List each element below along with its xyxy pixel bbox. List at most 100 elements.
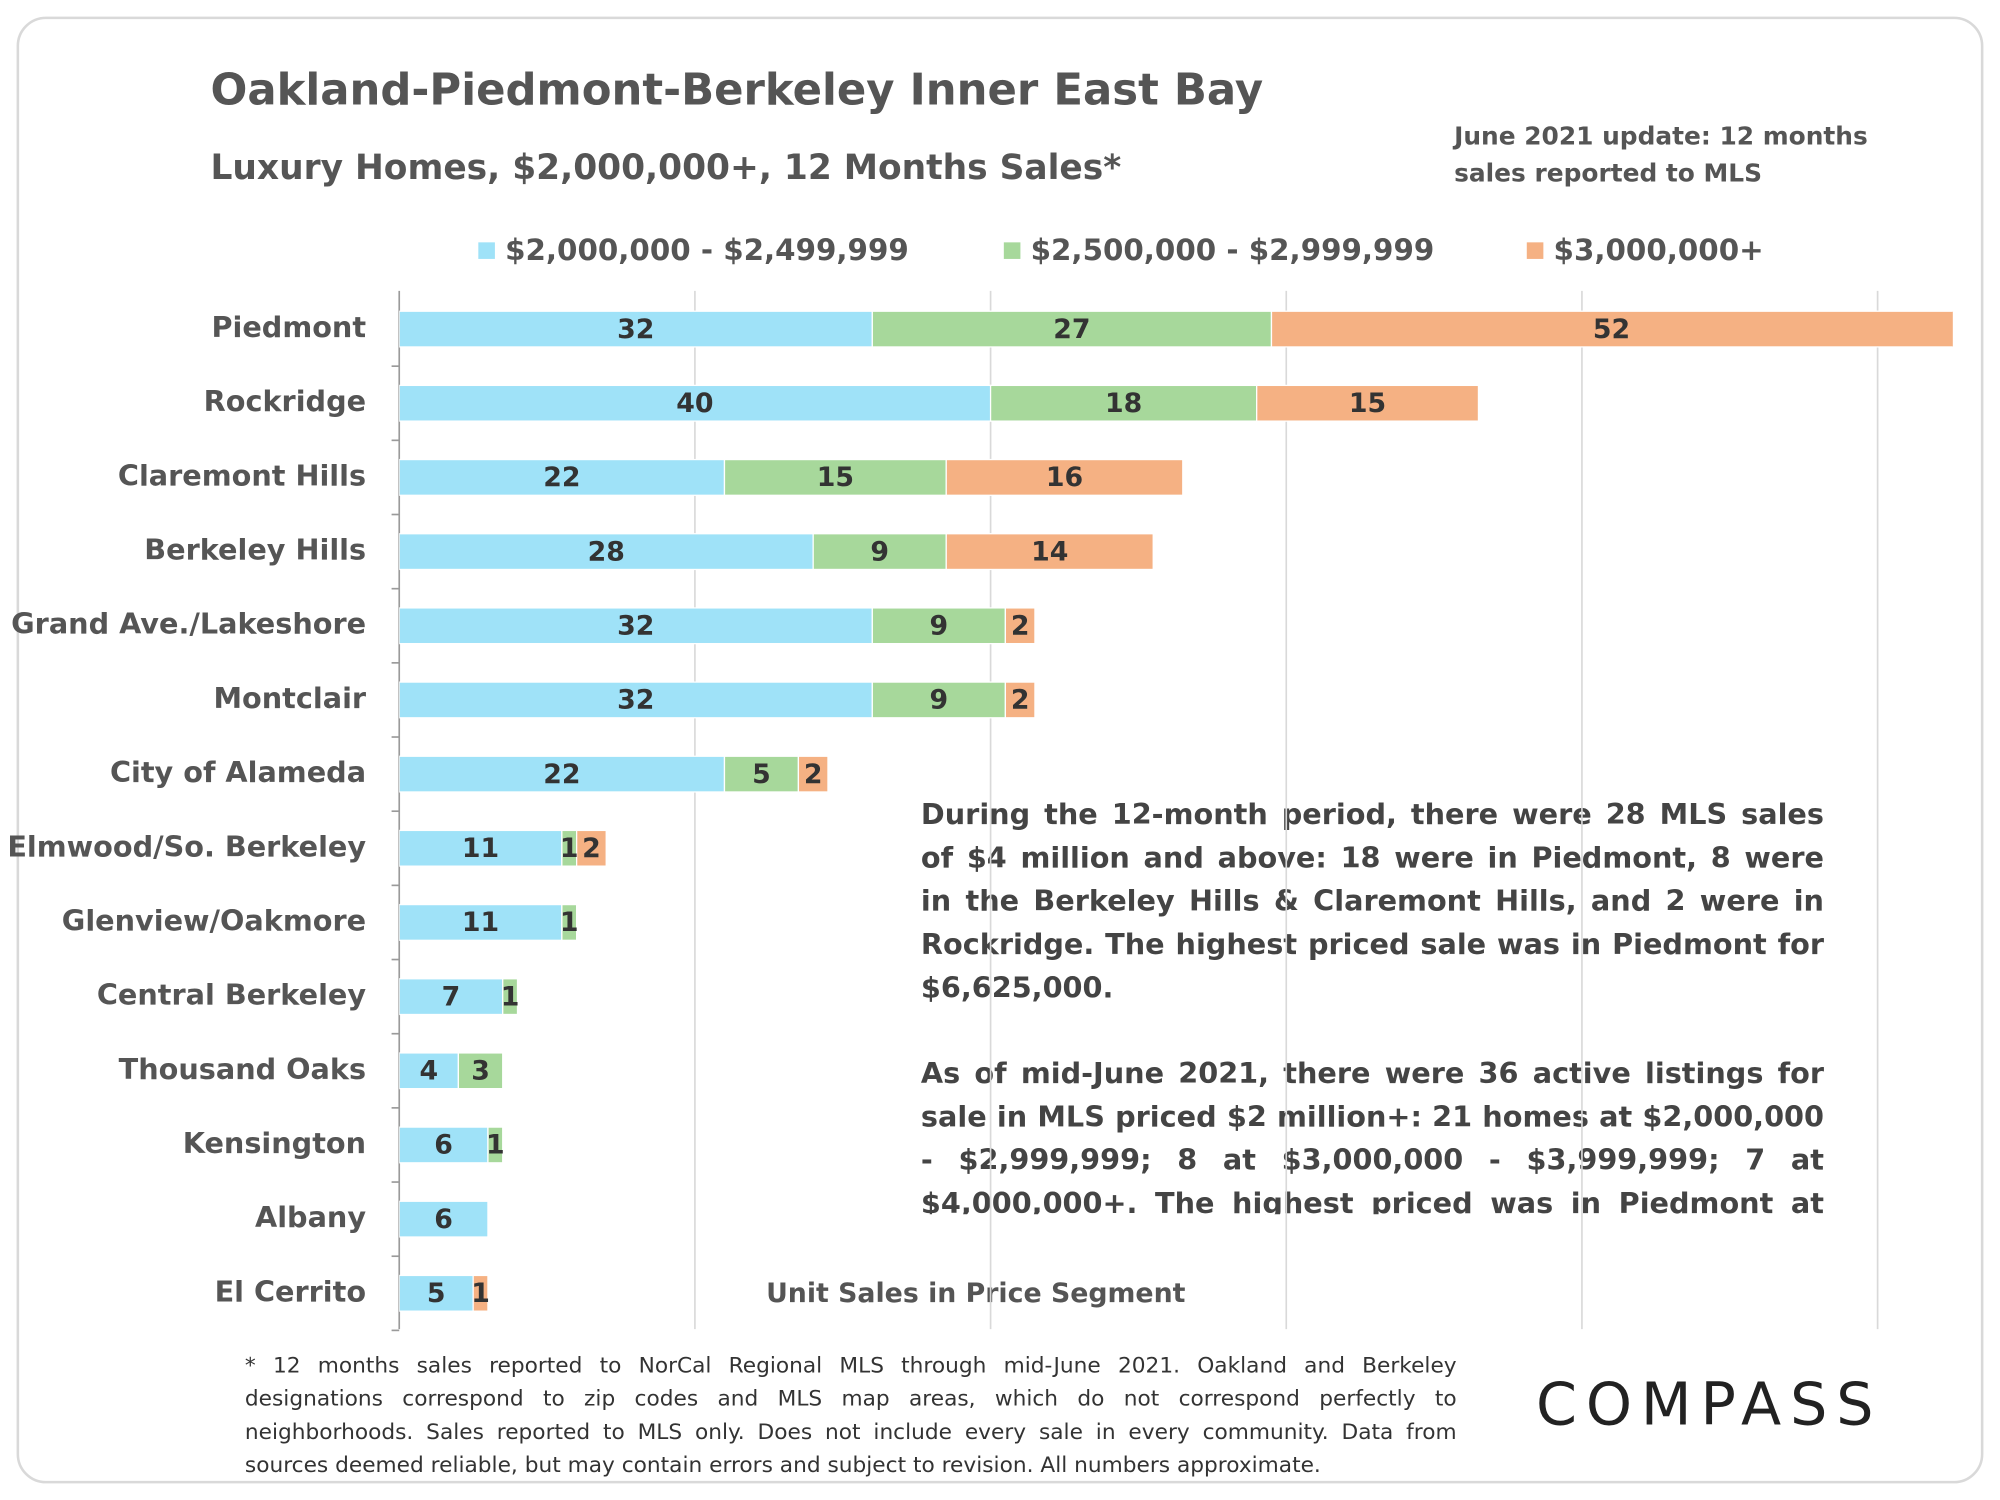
bar-segment — [797, 755, 829, 793]
y-tick-label: Claremont Hills — [118, 458, 366, 492]
value-label: 52 — [1593, 314, 1630, 345]
bar-segment — [502, 978, 519, 1016]
bar-segment — [399, 978, 504, 1016]
bar-segment — [399, 681, 873, 719]
brand: COMPASS — [1536, 1370, 1882, 1438]
value-label: 2 — [1011, 685, 1030, 716]
bar-segment — [399, 1274, 474, 1312]
value-label: 1 — [501, 981, 520, 1012]
card — [16, 16, 1984, 1484]
value-label: 22 — [543, 759, 580, 790]
value-label: 1 — [471, 1278, 490, 1309]
annotation: During the 12-month period, there were 2… — [920, 798, 1824, 1006]
annotation-box: During the 12-month period, there were 2… — [920, 798, 1824, 1215]
value-label: 15 — [817, 462, 854, 493]
value-label: 7 — [442, 981, 461, 1012]
bar-segment — [871, 607, 1007, 645]
value-label: 32 — [617, 611, 654, 642]
value-label: 2 — [804, 759, 823, 790]
bar-segment — [399, 607, 873, 645]
value-label: 1 — [486, 1130, 505, 1161]
bar-segment — [871, 681, 1007, 719]
value-label: 18 — [1105, 388, 1142, 419]
value-label: 1 — [560, 907, 579, 938]
value-label: 6 — [434, 1130, 453, 1161]
y-tick-label: El Cerrito — [215, 1274, 366, 1308]
legend-swatch — [1003, 242, 1021, 259]
legend-swatch — [478, 242, 495, 259]
value-label: 4 — [419, 1056, 438, 1087]
y-tick-label: Albany — [255, 1200, 366, 1234]
value-label: 14 — [1031, 536, 1068, 567]
annotation: As of mid-June 2021, there were 36 activ… — [920, 1057, 1824, 1215]
bar-segment — [1256, 384, 1480, 422]
chart-title: Oakland-Piedmont-Berkeley Inner East Bay — [210, 66, 1263, 116]
value-label: 11 — [462, 833, 499, 864]
legend-swatch — [1526, 242, 1544, 259]
y-tick-label: Central Berkeley — [97, 978, 366, 1012]
value-label: 9 — [930, 685, 949, 716]
value-label: 27 — [1053, 314, 1090, 345]
bar-segment — [723, 458, 947, 496]
bar-segment — [812, 533, 947, 571]
bar-segment — [399, 1052, 460, 1090]
bar-segment — [1004, 607, 1036, 645]
value-label: 9 — [930, 611, 949, 642]
legend-label: $2,500,000 - $2,999,999 — [1031, 233, 1435, 267]
y-tick-label: Kensington — [183, 1126, 366, 1160]
x-axis-label: Unit Sales in Price Segment — [766, 1278, 1186, 1309]
value-label: 32 — [617, 685, 654, 716]
bar-segment — [472, 1274, 489, 1312]
value-label: 2 — [582, 833, 601, 864]
y-tick-label: Montclair — [213, 681, 366, 715]
footnote-box: * 12 months sales reported to NorCal Reg… — [244, 1353, 1457, 1479]
value-label: 2 — [1011, 611, 1030, 642]
y-tick-label: Berkeley Hills — [144, 533, 366, 567]
value-label: 40 — [676, 388, 713, 419]
bar-segment — [561, 903, 578, 941]
bar-segment — [457, 1052, 504, 1090]
bar-segment — [945, 458, 1184, 496]
chart-subtitle: Luxury Homes, $2,000,000+, 12 Months Sal… — [210, 148, 1121, 188]
y-tick-label: Glenview/Oakmore — [62, 903, 366, 937]
legend-label: $2,000,000 - $2,499,999 — [505, 233, 909, 267]
value-label: 22 — [543, 462, 580, 493]
y-tick-label: Rockridge — [204, 384, 366, 418]
value-label: 16 — [1046, 462, 1083, 493]
value-label: 5 — [752, 759, 771, 790]
value-label: 28 — [588, 536, 625, 567]
value-label: 5 — [427, 1278, 446, 1309]
bar-segment — [487, 1126, 504, 1164]
bar-segment — [399, 458, 726, 496]
y-tick-label: Elmwood/So. Berkeley — [7, 829, 366, 863]
bar-segment — [399, 310, 873, 348]
bar-segment — [1004, 681, 1036, 719]
value-label: 15 — [1349, 388, 1386, 419]
legend-label: $3,000,000+ — [1554, 233, 1764, 267]
y-tick-label: Grand Ave./Lakeshore — [11, 607, 366, 641]
value-label: 3 — [471, 1056, 490, 1087]
bar-segment — [399, 1126, 489, 1164]
bar-segment — [723, 755, 800, 793]
value-label: 32 — [617, 314, 654, 345]
value-label: 6 — [434, 1204, 453, 1235]
value-label: 9 — [870, 536, 889, 567]
value-label: 11 — [462, 907, 499, 938]
footnote: * 12 months sales reported to NorCal Reg… — [244, 1353, 1457, 1479]
y-tick-label: Thousand Oaks — [119, 1052, 366, 1086]
bar-segment — [945, 533, 1154, 571]
bar-segment — [576, 829, 607, 867]
bar-segment — [1270, 310, 1953, 348]
bar-segment — [399, 755, 726, 793]
note: June 2021 update: 12 months — [1452, 122, 1868, 151]
bar-segment — [399, 533, 814, 571]
note: sales reported to MLS — [1454, 159, 1762, 188]
y-tick-label: Piedmont — [211, 310, 366, 344]
bars — [399, 310, 1953, 1312]
value-label: 1 — [560, 833, 579, 864]
bar-segment — [399, 1200, 489, 1238]
y-tick-label: City of Alameda — [110, 755, 366, 789]
